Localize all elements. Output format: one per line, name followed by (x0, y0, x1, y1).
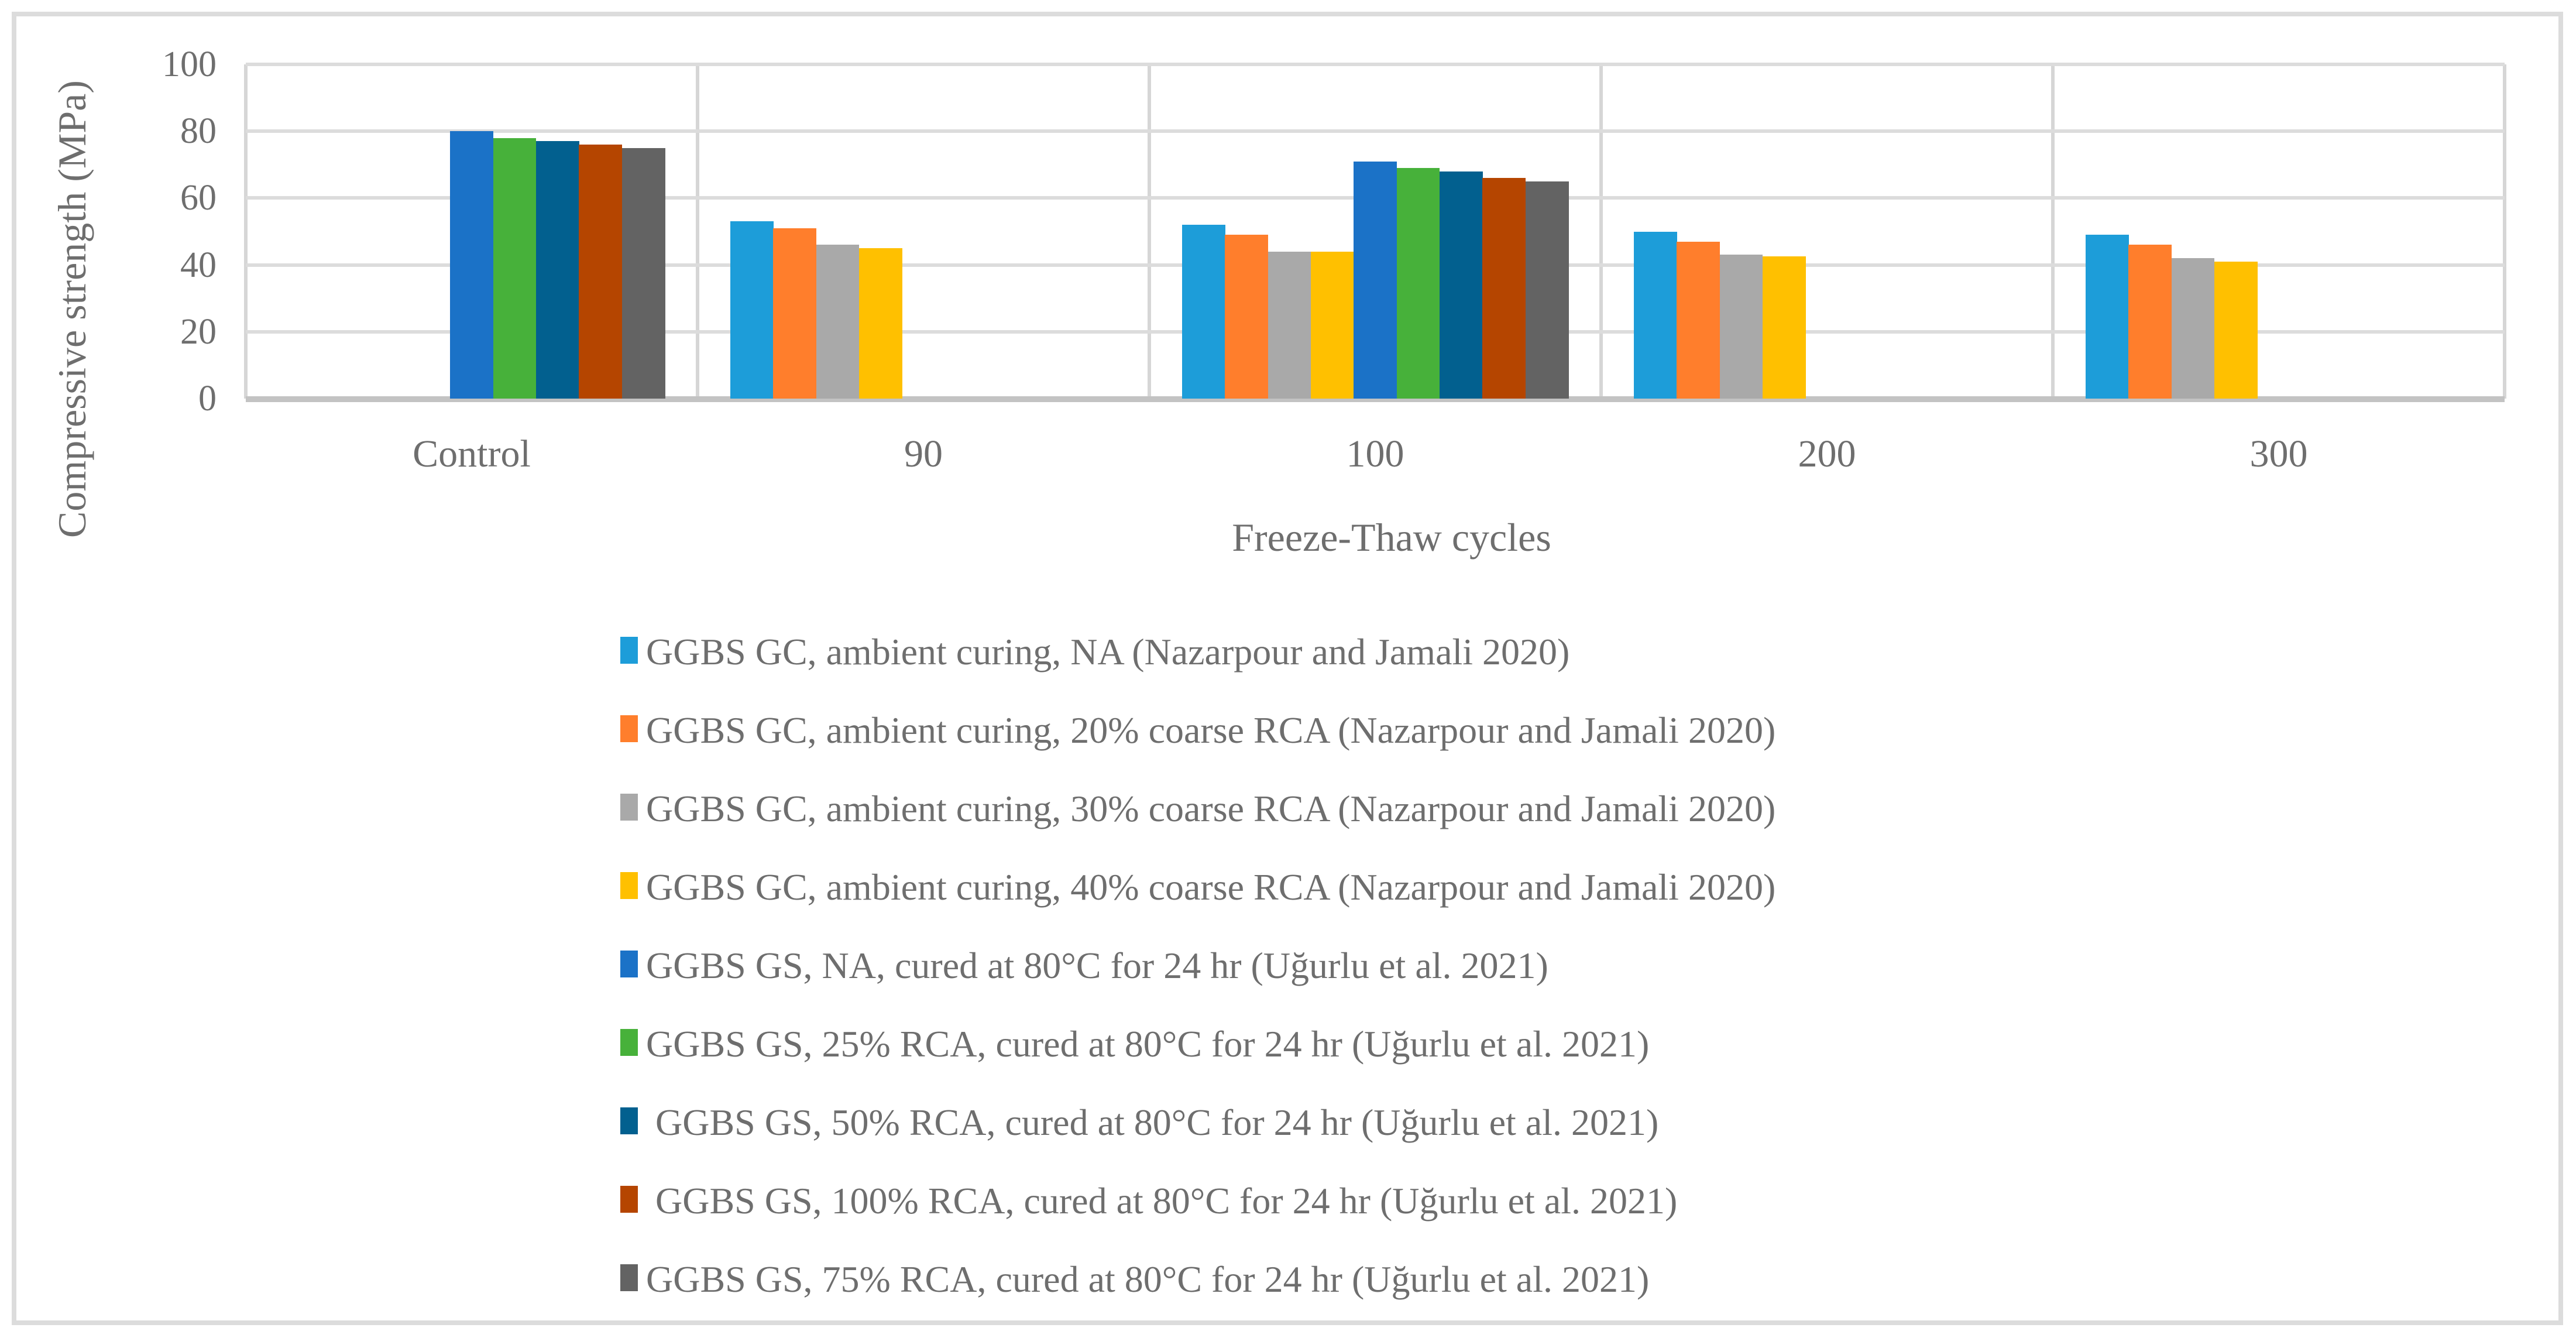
x-category-label-100: 100 (1346, 433, 1404, 475)
y-tick-label-40: 40 (180, 245, 217, 285)
bar-s3-300 (2171, 258, 2215, 399)
bar-s1-200 (1633, 231, 1677, 399)
bar-s1-90 (730, 221, 774, 399)
legend-item: GGBS GS, 25% RCA, cured at 80°C for 24 h… (620, 1020, 1649, 1069)
legend-item: GGBS GS, 50% RCA, cured at 80°C for 24 h… (620, 1098, 1658, 1147)
legend-label: GGBS GS, 75% RCA, cured at 80°C for 24 h… (646, 1258, 1650, 1300)
legend-item: GGBS GC, ambient curing, 40% coarse RCA … (620, 863, 1775, 912)
bar-s5-control (450, 131, 494, 399)
bar-s2-100 (1225, 235, 1269, 399)
legend-label: GGBS GS, 50% RCA, cured at 80°C for 24 h… (646, 1102, 1659, 1143)
y-tick-label-100: 100 (162, 44, 217, 84)
legend-label: GGBS GS, 25% RCA, cured at 80°C for 24 h… (646, 1023, 1650, 1065)
legend-color-swatch (620, 794, 638, 821)
legend-item: GGBS GC, ambient curing, 30% coarse RCA … (620, 784, 1775, 833)
legend-color-swatch (620, 872, 638, 899)
legend-color-swatch (620, 637, 638, 664)
horizontal-gridline-100 (246, 63, 2505, 66)
bar-s4-90 (858, 248, 902, 399)
bar-s2-90 (773, 228, 817, 399)
legend-color-swatch (620, 1107, 638, 1134)
vertical-gridline (1599, 64, 1603, 399)
bar-s6-control (493, 138, 537, 399)
x-axis-line (246, 396, 2505, 402)
x-category-label-control: Control (413, 433, 531, 475)
bar-s4-300 (2214, 261, 2258, 399)
legend-label: GGBS GS, 100% RCA, cured at 80°C for 24 … (646, 1180, 1678, 1222)
bar-s2-200 (1677, 241, 1720, 399)
bar-s7-100 (1440, 171, 1483, 399)
bar-s4-200 (1762, 256, 1806, 399)
legend-item: GGBS GC, ambient curing, NA (Nazarpour a… (620, 627, 1569, 677)
bar-s7-control (536, 141, 579, 399)
bar-s8-100 (1482, 178, 1526, 399)
legend-item: GGBS GS, 100% RCA, cured at 80°C for 24 … (620, 1176, 1677, 1226)
bar-s8-control (579, 145, 623, 399)
legend-item: GGBS GS, NA, cured at 80°C for 24 hr (Uğ… (620, 941, 1548, 990)
legend-color-swatch (620, 1264, 638, 1291)
bar-s2-300 (2128, 245, 2172, 399)
y-axis-title: Compressive strength (MPa) (50, 80, 94, 538)
vertical-gridline (696, 64, 699, 399)
bar-s3-90 (816, 245, 860, 399)
bar-s3-100 (1268, 251, 1311, 399)
bar-s1-300 (2085, 235, 2129, 399)
legend-color-swatch (620, 1029, 638, 1056)
legend-item: GGBS GC, ambient curing, 20% coarse RCA … (620, 706, 1775, 755)
vertical-gridline (244, 64, 248, 399)
legend-label: GGBS GC, ambient curing, 40% coarse RCA … (646, 866, 1776, 908)
bar-s5-100 (1354, 161, 1397, 399)
legend-label: GGBS GC, ambient curing, 20% coarse RCA … (646, 709, 1776, 751)
plot-area: 0 20 40 60 80 100 Control 90 100 200 300 (16, 16, 2568, 1330)
x-category-label-300: 300 (2249, 433, 2308, 475)
legend-color-swatch (620, 715, 638, 742)
horizontal-gridline-80 (246, 129, 2505, 133)
legend-item: GGBS GS, 75% RCA, cured at 80°C for 24 h… (620, 1255, 1649, 1304)
x-category-label-90: 90 (904, 433, 943, 475)
bar-s3-200 (1719, 255, 1763, 399)
x-axis-title: Freeze-Thaw cycles (1232, 515, 1551, 560)
legend-color-swatch (620, 1186, 638, 1213)
vertical-gridline (2051, 64, 2055, 399)
y-tick-label-80: 80 (180, 111, 217, 152)
vertical-gridline (1148, 64, 1151, 399)
bar-s6-100 (1396, 168, 1440, 399)
legend-label: GGBS GS, NA, cured at 80°C for 24 hr (Uğ… (646, 945, 1548, 986)
legend-label: GGBS GC, ambient curing, 30% coarse RCA … (646, 788, 1776, 829)
bar-s9-control (621, 147, 665, 399)
x-category-label-200: 200 (1798, 433, 1856, 475)
vertical-gridline (2503, 64, 2506, 399)
bar-s4-100 (1310, 251, 1354, 399)
y-tick-label-0: 0 (198, 379, 217, 418)
chart-figure: 0 20 40 60 80 100 Control 90 100 200 300 Compressi… (12, 12, 2563, 1325)
y-tick-label-20: 20 (180, 311, 217, 352)
bar-s1-100 (1181, 225, 1225, 399)
bar-s9-100 (1525, 181, 1569, 399)
legend-label: GGBS GC, ambient curing, NA (Nazarpour a… (646, 631, 1570, 673)
legend-color-swatch (620, 951, 638, 977)
y-tick-label-60: 60 (180, 178, 217, 218)
